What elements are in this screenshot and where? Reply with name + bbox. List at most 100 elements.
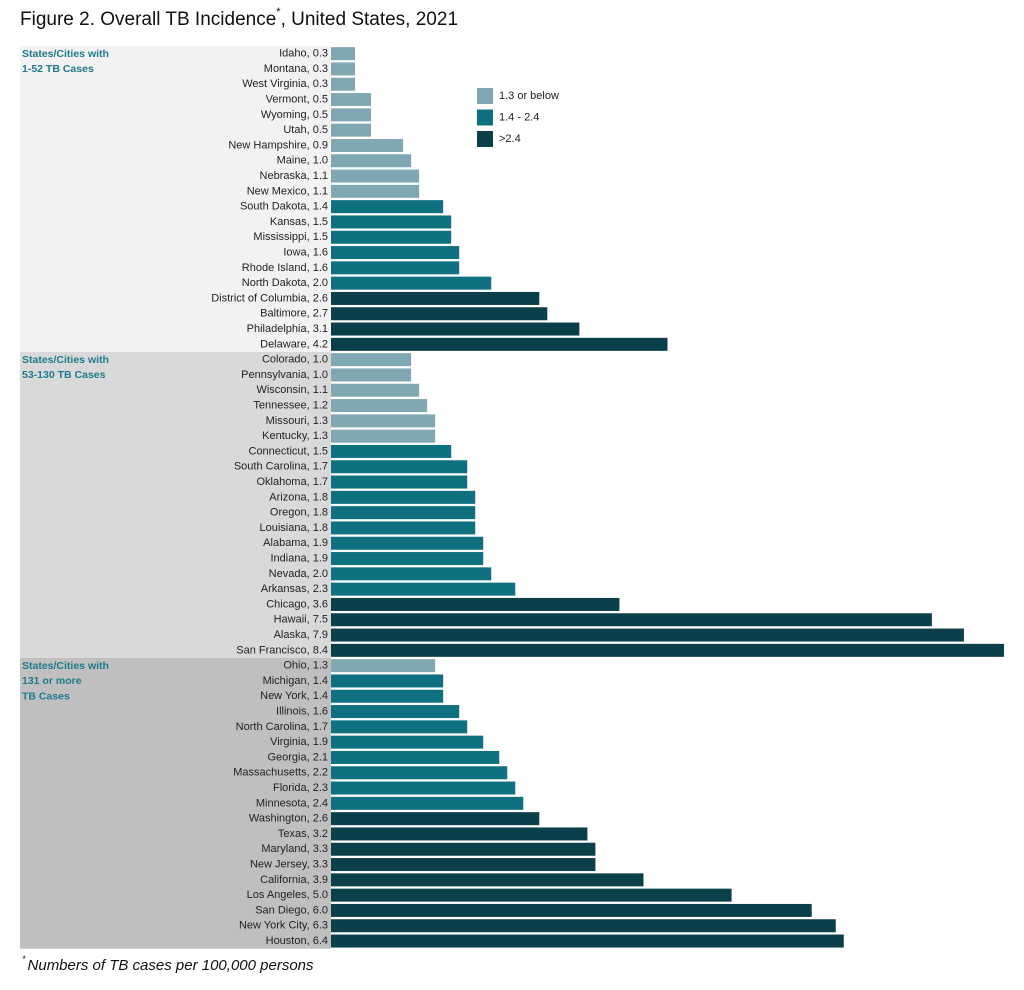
category-label: Nebraska, 1.1 <box>260 170 328 182</box>
category-label: Missouri, 1.3 <box>266 415 328 427</box>
bar <box>331 827 588 841</box>
category-label: Michigan, 1.4 <box>263 675 328 687</box>
category-label: Rhode Island, 1.6 <box>242 262 328 274</box>
bar <box>331 460 468 474</box>
title: Figure 2. Overall TB Incidence <box>20 9 276 30</box>
bar <box>331 184 420 198</box>
category-label: Los Angeles, 5.0 <box>247 889 328 901</box>
category-label: South Dakota, 1.4 <box>240 201 328 213</box>
footnote-mark: * <box>22 954 26 964</box>
bar <box>331 750 500 764</box>
bar <box>331 659 436 673</box>
bar <box>331 154 412 168</box>
group-label: 53-130 TB Cases <box>22 369 106 381</box>
category-label: District of Columbia, 2.6 <box>211 292 328 304</box>
bar <box>331 368 412 382</box>
category-label: Colorado, 1.0 <box>262 354 328 366</box>
category-label: New York City, 6.3 <box>239 920 328 932</box>
bar <box>331 567 492 581</box>
group-background <box>20 46 331 352</box>
bar <box>331 506 476 520</box>
category-label: Pennsylvania, 1.0 <box>241 369 328 381</box>
category-label: Connecticut, 1.5 <box>249 445 329 457</box>
category-label: Maine, 1.0 <box>277 155 328 167</box>
category-label: Minnesota, 2.4 <box>256 797 328 809</box>
category-label: North Dakota, 2.0 <box>242 277 328 289</box>
category-label: Oklahoma, 1.7 <box>256 476 328 488</box>
legend-label: 1.3 or below <box>499 90 559 102</box>
bar <box>331 597 620 611</box>
bar <box>331 77 356 91</box>
bar <box>331 536 484 550</box>
category-label: Kentucky, 1.3 <box>262 430 328 442</box>
bar <box>331 934 844 948</box>
bar <box>331 200 444 214</box>
category-label: California, 3.9 <box>260 874 328 886</box>
bar <box>331 919 836 933</box>
category-label: Alabama, 1.9 <box>263 537 328 549</box>
group-background <box>20 352 331 658</box>
category-label: New Jersey, 3.3 <box>250 858 328 870</box>
footnote: * Numbers of TB cases per 100,000 persons <box>22 954 314 974</box>
group-label: States/Cities with <box>22 48 109 60</box>
bar <box>331 322 580 336</box>
category-label: Virginia, 1.9 <box>270 736 328 748</box>
bar <box>331 735 484 749</box>
bar <box>331 674 444 688</box>
bar <box>331 689 444 703</box>
bar <box>331 108 372 122</box>
bar <box>331 169 420 183</box>
group-background <box>20 658 331 949</box>
category-label: Wyoming, 0.5 <box>261 109 328 121</box>
bar <box>331 842 596 856</box>
bar <box>331 383 420 397</box>
bar <box>331 873 644 887</box>
category-label: New Mexico, 1.1 <box>247 185 328 197</box>
bar <box>331 291 540 305</box>
category-label: Georgia, 2.1 <box>267 751 328 763</box>
bar <box>331 47 356 61</box>
bar <box>331 230 452 244</box>
bar <box>331 414 436 428</box>
category-label: Idaho, 0.3 <box>279 48 328 60</box>
category-label: Iowa, 1.6 <box>283 246 328 258</box>
category-label: Illinois, 1.6 <box>276 705 328 717</box>
bar <box>331 628 964 642</box>
bar <box>331 138 404 152</box>
category-label: Massachusetts, 2.2 <box>233 767 328 779</box>
bar <box>331 261 460 275</box>
bar <box>331 521 476 535</box>
category-label: Delaware, 4.2 <box>260 338 328 350</box>
group-label: TB Cases <box>22 690 70 702</box>
bar <box>331 337 668 351</box>
legend-label: 1.4 - 2.4 <box>499 111 539 123</box>
legend-swatch <box>477 88 493 104</box>
bar <box>331 353 412 367</box>
bar <box>331 613 932 627</box>
category-label: Alaska, 7.9 <box>274 629 328 641</box>
category-label: Houston, 6.4 <box>266 935 328 947</box>
category-label: Arkansas, 2.3 <box>261 583 328 595</box>
bar <box>331 552 484 566</box>
title-mark: * <box>276 6 281 18</box>
title-suffix: , United States, 2021 <box>281 9 458 30</box>
bar <box>331 720 468 734</box>
category-label: Arizona, 1.8 <box>269 491 328 503</box>
bar <box>331 796 524 810</box>
group-label: States/Cities with <box>22 354 109 366</box>
category-label: Indiana, 1.9 <box>271 552 329 564</box>
category-label: Tennessee, 1.2 <box>253 399 328 411</box>
category-label: Montana, 0.3 <box>264 63 328 75</box>
category-label: Baltimore, 2.7 <box>260 308 328 320</box>
bar <box>331 490 476 504</box>
category-label: Nevada, 2.0 <box>269 568 328 580</box>
category-label: Kansas, 1.5 <box>270 216 328 228</box>
legend-swatch <box>477 109 493 126</box>
group-label: 1-52 TB Cases <box>22 63 94 75</box>
category-label: Louisiana, 1.8 <box>260 522 329 534</box>
category-label: Vermont, 0.5 <box>266 93 328 105</box>
bar <box>331 582 516 596</box>
group-label: States/Cities with <box>22 660 109 672</box>
bar <box>331 93 372 107</box>
